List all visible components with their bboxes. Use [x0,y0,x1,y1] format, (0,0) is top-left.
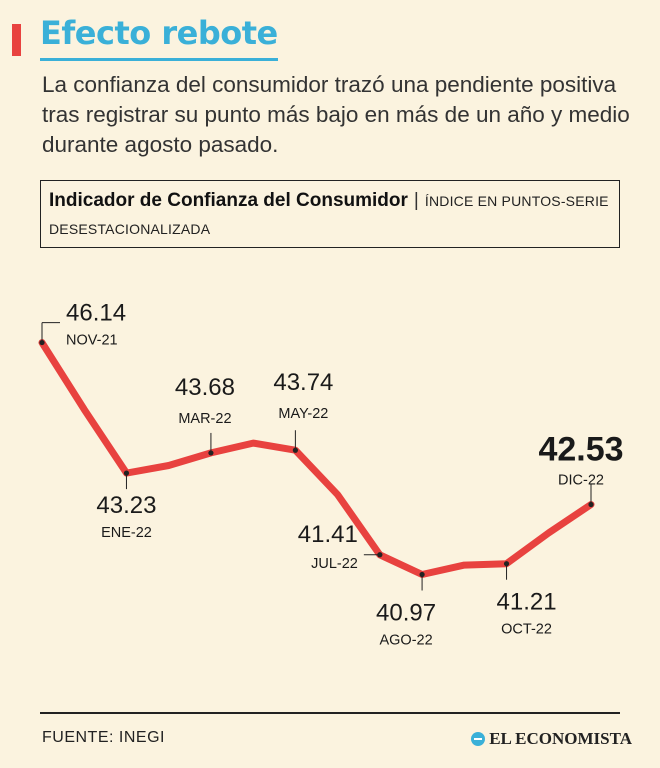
chart-subtitle-line2: DESESTACIONALIZADA [49,221,211,237]
data-label-category-may-22: MAY-22 [278,406,328,422]
data-label-category-mar-22: MAR-22 [178,411,231,427]
data-label-category-ene-22: ENE-22 [101,525,152,541]
data-label-value-oct-22: 41.21 [497,589,557,616]
title-accent-bar [12,24,21,56]
page-subtitle: La confianza del consumidor trazó una pe… [42,72,630,157]
brand-name: EL ECONOMISTA [489,729,632,748]
footer-rule [40,712,620,714]
brand-globe-icon [471,732,486,746]
point-marker-ago-22 [419,571,425,578]
point-marker-may-22 [292,447,298,453]
source-text: FUENTE: INEGI [42,729,165,746]
data-label-value-may-22: 43.74 [273,369,333,396]
chart-title-separator: | [413,190,419,211]
chart-subtitle-line1: ÍNDICE EN PUNTOS-SERIE [424,193,609,209]
point-marker-mar-22 [208,450,214,456]
data-label-value-dic-22: 42.53 [538,431,623,469]
data-label-value-nov-21: 46.14 [66,300,126,327]
page-title: Efecto rebote [40,14,278,52]
data-label-category-nov-21: NOV-21 [66,333,118,349]
data-label-category-jul-22: JUL-22 [311,556,358,572]
point-marker-nov-21 [39,339,45,346]
title-underline [40,58,278,61]
point-marker-ene-22 [123,470,130,476]
data-label-value-ago-22: 40.97 [376,599,436,626]
data-label-category-ago-22: AGO-22 [379,632,432,648]
chart-header-box: Indicador de Confianza del Consumidor | ÍN… [40,180,620,248]
brand-logo: EL ECONOMISTA [471,729,632,749]
point-marker-jul-22 [377,552,383,558]
series-line [38,339,595,578]
data-label-value-mar-22: 43.68 [175,374,235,401]
data-label-category-oct-22: OCT-22 [501,622,552,638]
data-label-category-dic-22: DIC-22 [558,473,604,489]
data-label-value-jul-22: 41.41 [298,521,358,548]
chart-title: Indicador de Confianza del Consumidor [49,190,408,211]
point-marker-dic-22 [588,501,594,508]
data-label-value-ene-22: 43.23 [96,492,156,519]
point-marker-oct-22 [503,561,510,567]
